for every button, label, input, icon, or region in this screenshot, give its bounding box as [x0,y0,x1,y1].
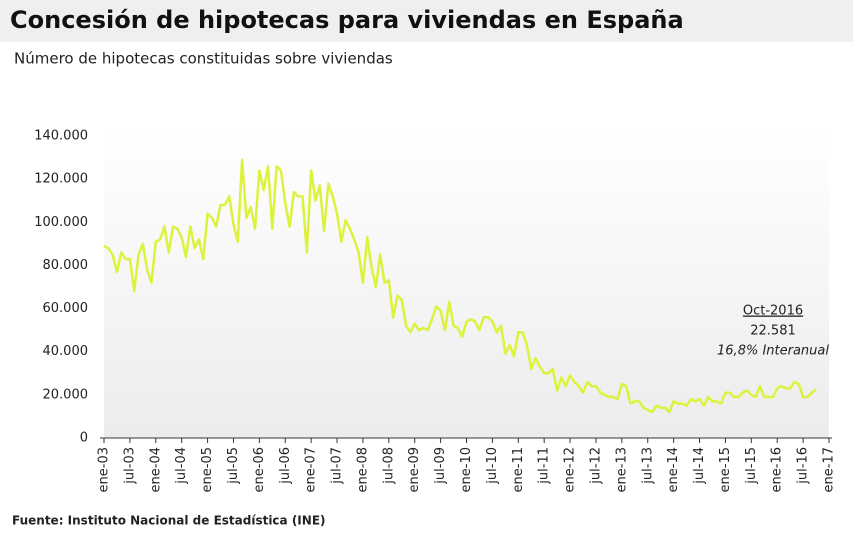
x-tick-label: ene-17 [822,447,837,492]
title-bar [0,0,853,42]
x-tick-label: jul-14 [692,447,707,485]
x-tick-label: ene-07 [304,447,319,492]
x-tick-label: ene-04 [148,447,163,492]
annotation-value: 22.581 [750,324,796,339]
x-tick-label: jul-15 [744,447,759,485]
x-tick-label: ene-03 [97,447,112,492]
x-tick-label: jul-16 [796,447,811,485]
annotation-note: 16,8% Interanual [717,344,829,359]
x-tick-label: ene-10 [459,447,474,492]
x-tick-label: jul-10 [485,447,500,485]
x-tick-label: ene-16 [770,447,785,492]
y-tick-label: 60.000 [43,301,89,316]
plot-background [104,130,829,438]
y-tick-label: 40.000 [43,344,89,359]
y-tick-label: 20.000 [43,387,89,402]
x-tick-label: jul-06 [278,447,293,485]
x-tick-label: ene-09 [407,447,422,492]
x-tick-label: jul-13 [640,447,655,485]
x-tick-label: jul-12 [588,447,603,485]
x-tick-label: ene-13 [614,447,629,492]
x-tick-label: jul-09 [433,447,448,485]
y-tick-label: 0 [80,431,88,446]
annotation-date: Oct-2016 [743,304,803,319]
x-tick-label: jul-03 [122,447,137,485]
x-tick-label: ene-05 [200,447,215,492]
x-tick-label: ene-15 [718,447,733,492]
y-tick-label: 140.000 [34,129,88,144]
x-tick-label: ene-11 [511,447,526,492]
x-tick-label: jul-08 [381,447,396,485]
chart-subtitle: Número de hipotecas constituidas sobre v… [14,50,393,68]
data-line [103,158,817,414]
source: Fuente: Instituto Nacional de Estadístic… [12,514,326,528]
chart-title: Concesión de hipotecas para viviendas en… [10,6,684,34]
x-tick-label: ene-14 [666,447,681,492]
x-tick-label: ene-08 [355,447,370,492]
x-tick-label: jul-04 [174,447,189,485]
x-tick-label: ene-06 [252,447,267,492]
x-tick-label: ene-12 [563,447,578,492]
x-tick-label: jul-05 [226,447,241,485]
y-tick-label: 120.000 [34,172,88,187]
y-tick-label: 100.000 [34,215,88,230]
x-tick-label: jul-11 [537,447,552,485]
y-tick-label: 80.000 [43,258,89,273]
x-tick-label: jul-07 [330,447,345,485]
